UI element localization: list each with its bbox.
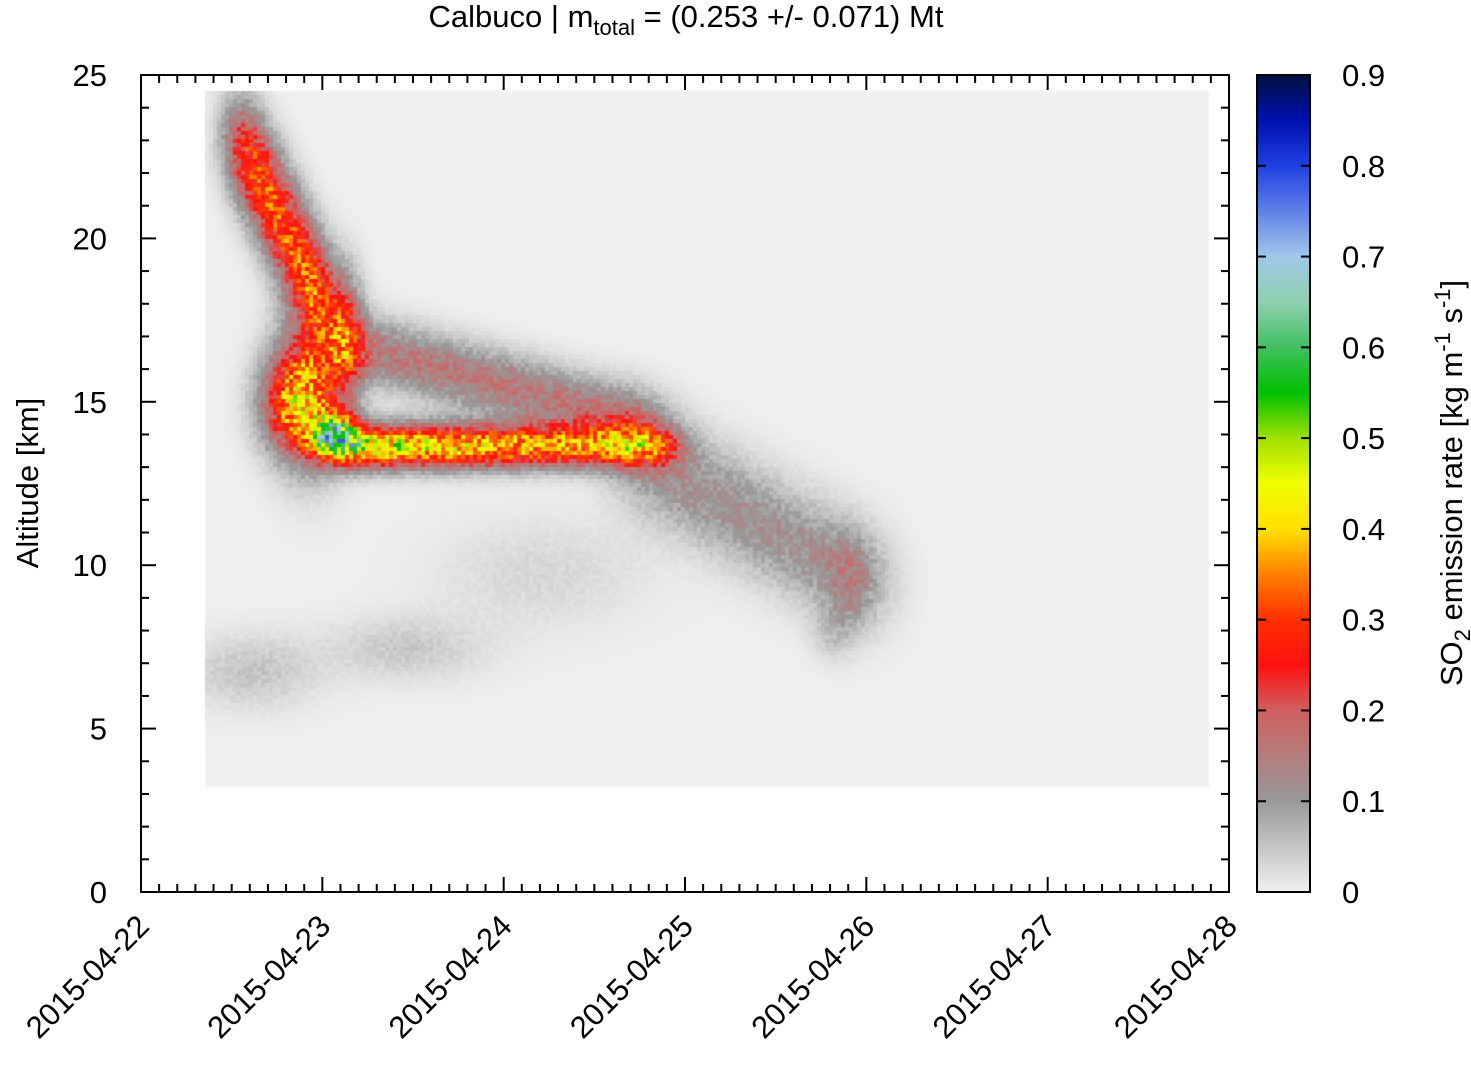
y-tick-label: 10 [73, 548, 107, 583]
colorbar-axis: 0 0.1 0.2 0.3 0.4 0.5 0.6 0.7 0.8 0.9 [1257, 58, 1385, 910]
x-tick-label: 2015-04-28 [1107, 908, 1244, 1045]
colorbar-title-part: SO [1434, 641, 1469, 686]
chart-title: Calbuco | mtotal = (0.253 +/- 0.071) Mt [429, 0, 944, 40]
colorbar-tick-label: 0.6 [1342, 330, 1385, 365]
y-axis-title: Altitude [km] [10, 398, 45, 569]
x-tick-label: 2015-04-24 [382, 908, 519, 1045]
colorbar-title-sup: -1 [1430, 288, 1455, 308]
colorbar-title: SO2 emission rate [kg m-1 s-1] [1430, 280, 1471, 686]
colorbar-tick-label: 0 [1342, 875, 1359, 910]
colorbar-title-part: ] [1434, 280, 1469, 289]
title-subscript: total [593, 15, 635, 40]
colorbar-title-part: emission rate [kg m [1434, 352, 1469, 629]
y-tick-label: 15 [73, 385, 107, 420]
y-tick-label: 20 [73, 221, 107, 256]
y-tick-label: 25 [73, 58, 107, 93]
colorbar-title-sup: -1 [1430, 332, 1455, 352]
colorbar-tick-label: 0.2 [1342, 693, 1385, 728]
x-tick-label: 2015-04-25 [563, 908, 700, 1045]
colorbar-tick-label: 0.5 [1342, 421, 1385, 456]
heatmap-area [141, 75, 1229, 892]
y-tick-label: 0 [90, 875, 107, 910]
colorbar-title-part: s [1434, 308, 1469, 332]
colorbar-tick-label: 0.9 [1342, 58, 1385, 93]
colorbar-title-sub: 2 [1450, 629, 1471, 641]
colorbar-tick-label: 0.7 [1342, 240, 1385, 275]
x-tick-label: 2015-04-23 [200, 908, 337, 1045]
colorbar-tick-label: 0.8 [1342, 149, 1385, 184]
y-tick-label: 5 [90, 712, 107, 747]
colorbar [1256, 74, 1311, 893]
y-axis: 0 5 10 15 20 25 [73, 58, 1229, 910]
heatmap-canvas [141, 75, 1229, 892]
x-tick-label: 2015-04-26 [744, 908, 881, 1045]
colorbar-tick-label: 0.3 [1342, 603, 1385, 638]
x-tick-label: 2015-04-27 [926, 908, 1063, 1045]
x-tick-label: 2015-04-22 [19, 908, 156, 1045]
title-prefix: Calbuco | m [429, 0, 594, 34]
colorbar-tick-label: 0.4 [1342, 512, 1385, 547]
colorbar-tick-label: 0.1 [1342, 784, 1385, 819]
title-suffix: = (0.253 +/- 0.071) Mt [635, 0, 944, 34]
